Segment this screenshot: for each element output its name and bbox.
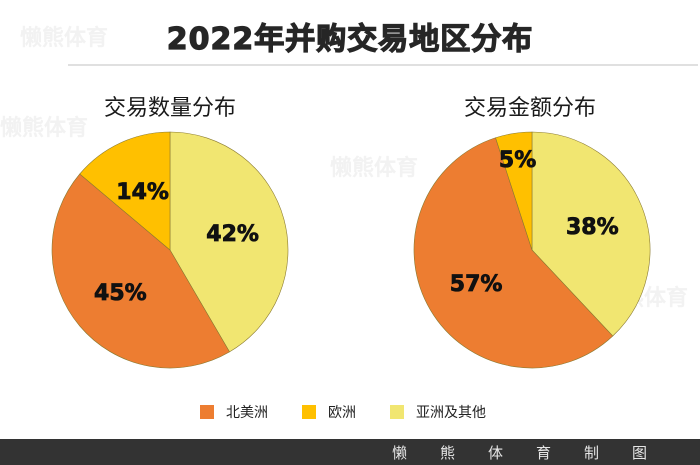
legend: 北美洲 欧洲 亚洲及其他 xyxy=(200,402,520,422)
pie-slice xyxy=(495,131,533,251)
slice-label: 42% xyxy=(206,222,259,247)
slice-label: 38% xyxy=(566,215,619,240)
footer-credit: 懒熊体育制图 xyxy=(391,444,680,462)
slice-label: 14% xyxy=(116,180,169,205)
slice-label: 45% xyxy=(94,281,147,306)
watermark: 懒熊体育 xyxy=(20,26,109,51)
pie-slice xyxy=(169,131,289,353)
pie-slice xyxy=(413,137,614,369)
legend-swatch xyxy=(200,405,214,419)
legend-item-asia-other: 亚洲及其他 xyxy=(390,402,486,422)
legend-item-north-america: 北美洲 xyxy=(200,402,268,422)
legend-swatch xyxy=(390,405,404,419)
pie-slice xyxy=(79,131,171,251)
legend-label: 亚洲及其他 xyxy=(416,405,486,421)
chart-title-amount: 交易金额分布 xyxy=(463,96,596,121)
footer-bar: 懒熊体育制图 xyxy=(0,439,700,465)
legend-swatch xyxy=(302,405,316,419)
legend-label: 欧洲 xyxy=(328,405,356,421)
pie-chart-count: 42% 45% 14% xyxy=(51,131,289,369)
legend-label: 北美洲 xyxy=(226,405,268,421)
legend-item-europe: 欧洲 xyxy=(302,402,356,422)
slice-label: 5% xyxy=(499,148,536,173)
pie-slice xyxy=(51,173,230,369)
pie-chart-amount: 38% 57% 5% xyxy=(413,131,651,369)
chart-title-count: 交易数量分布 xyxy=(103,96,236,121)
slice-label: 57% xyxy=(450,272,503,297)
watermark: 懒熊体育 xyxy=(330,156,419,181)
page-title: 2022年并购交易地区分布 xyxy=(166,21,534,57)
title-divider xyxy=(68,64,698,66)
watermark: 懒熊体育 xyxy=(0,116,89,141)
pie-slice xyxy=(531,131,651,337)
